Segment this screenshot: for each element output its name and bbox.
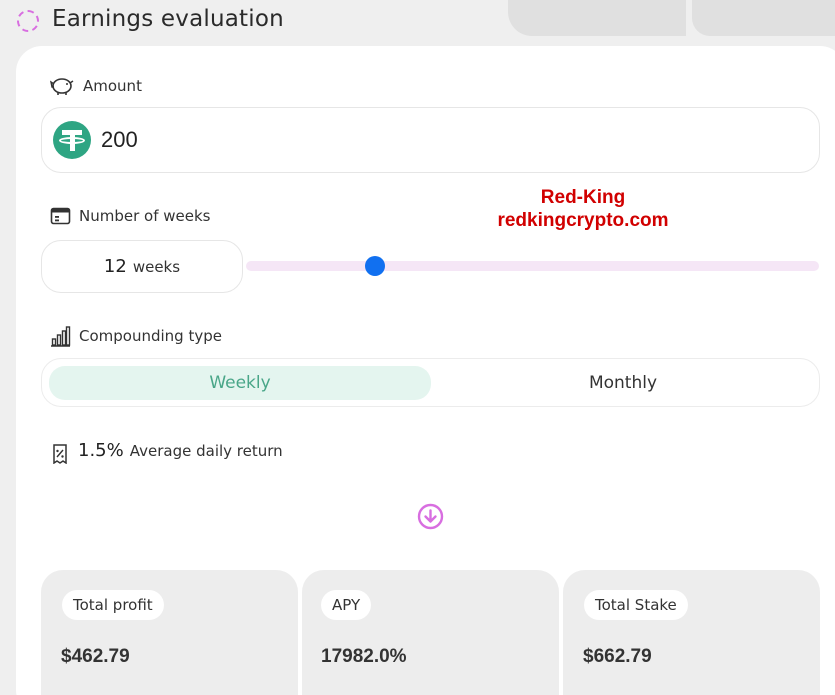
compounding-section-label: Compounding type — [50, 325, 222, 347]
amount-input-box[interactable] — [41, 107, 820, 173]
header-tab[interactable] — [508, 0, 686, 36]
weeks-unit: weeks — [132, 257, 181, 276]
arrow-down-circle-icon[interactable] — [417, 503, 444, 530]
daily-return-label: Average daily return — [129, 442, 283, 460]
stat-badge: Total Stake — [584, 590, 688, 620]
compounding-option-monthly[interactable]: Monthly — [588, 373, 658, 393]
weeks-input-box[interactable]: 12 weeks — [41, 240, 243, 293]
stat-value: 17982.0% — [321, 646, 407, 667]
stat-value: $462.79 — [61, 646, 130, 667]
stat-badge: APY — [321, 590, 372, 620]
stat-badge: Total profit — [62, 590, 164, 620]
calendar-icon — [50, 207, 71, 225]
weeks-section-label: Number of weeks — [50, 206, 210, 226]
weeks-label: Number of weeks — [79, 207, 211, 225]
receipt-percent-icon — [53, 444, 67, 464]
stat-value: $662.79 — [583, 646, 652, 667]
compounding-toggle: Weekly Monthly — [41, 358, 820, 407]
header-tab[interactable] — [692, 0, 835, 36]
daily-return-row: 1.5% Average daily return — [78, 440, 283, 461]
header: Earnings evaluation — [0, 0, 835, 46]
amount-section-label: Amount — [50, 75, 142, 97]
loading-circle-icon — [17, 10, 39, 32]
usdt-tether-icon — [53, 121, 91, 159]
compounding-label: Compounding type — [79, 327, 222, 345]
amount-input[interactable] — [101, 127, 401, 153]
watermark-line1: Red-King — [540, 187, 626, 208]
weeks-slider-thumb[interactable] — [365, 256, 385, 276]
stat-tile-apy: APY 17982.0% — [302, 570, 559, 695]
daily-return-value: 1.5% — [78, 440, 124, 461]
weeks-slider-track[interactable] — [246, 261, 819, 271]
piggy-bank-icon — [50, 78, 74, 95]
page-title: Earnings evaluation — [52, 6, 284, 32]
stat-tile-total-stake: Total Stake $662.79 — [563, 570, 820, 695]
compounding-option-weekly[interactable]: Weekly — [49, 366, 431, 400]
amount-label: Amount — [83, 77, 142, 95]
watermark-line2: redkingcrypto.com — [497, 210, 669, 231]
stat-tile-total-profit: Total profit $462.79 — [41, 570, 298, 695]
weeks-value[interactable]: 12 — [103, 256, 127, 277]
bar-chart-icon — [51, 326, 71, 347]
